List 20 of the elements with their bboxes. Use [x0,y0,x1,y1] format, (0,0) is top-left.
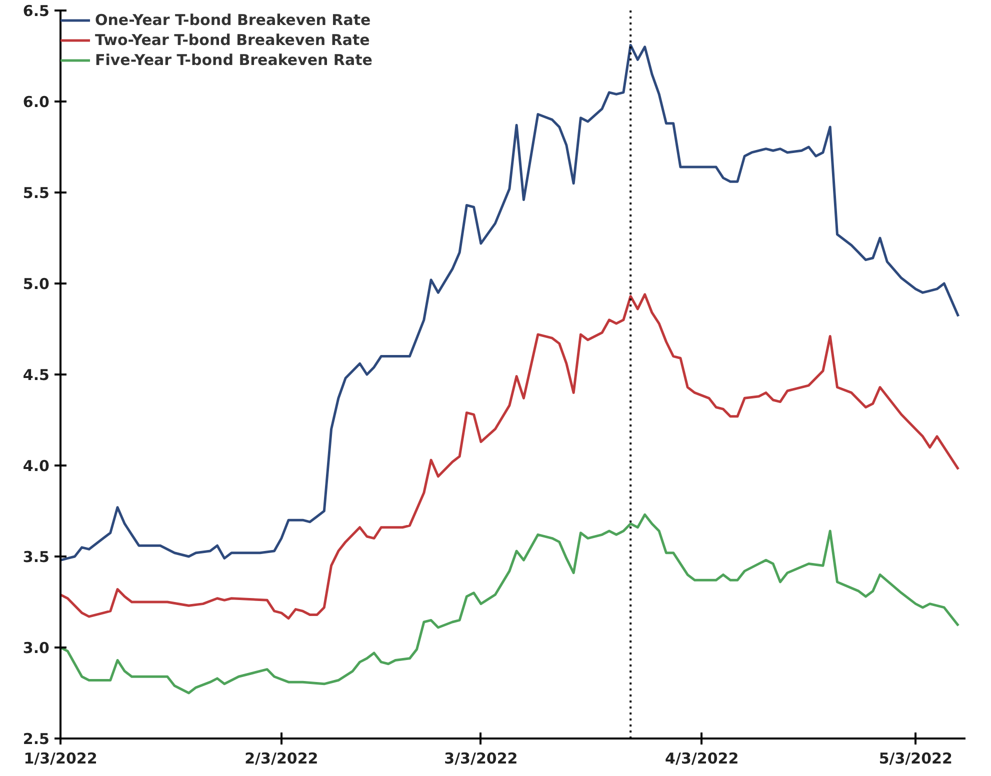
line-series [60,44,960,562]
legend-label: Five-Year T-bond Breakeven Rate [95,51,372,69]
y-tick-label: 4.0 [22,457,50,475]
y-tick-label: 6.5 [22,2,50,20]
y-tick-label: 3.5 [22,548,50,566]
x-tick-label: 4/3/2022 [665,750,739,768]
legend-label: One-Year T-bond Breakeven Rate [95,11,371,29]
y-tick-label: 2.5 [22,730,50,748]
y-tick-label: 6.0 [22,93,50,111]
y-tick-label: 3.0 [22,639,50,657]
x-tick-label: 1/3/2022 [24,750,98,768]
y-tick-label: 5.5 [22,184,50,202]
y-tick-label: 5.0 [22,275,50,293]
legend-label: Two-Year T-bond Breakeven Rate [95,31,370,49]
line-series [60,293,960,620]
y-tick-label: 4.5 [22,366,50,384]
x-tick-label: 2/3/2022 [244,750,318,768]
x-tick-label: 3/3/2022 [444,750,518,768]
x-tick-label: 5/3/2022 [878,750,952,768]
line-series [60,513,960,694]
